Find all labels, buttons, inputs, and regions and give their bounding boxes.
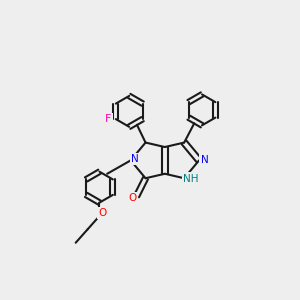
Text: O: O: [98, 208, 106, 218]
Text: O: O: [128, 193, 136, 203]
Text: NH: NH: [183, 174, 199, 184]
Text: F: F: [105, 114, 112, 124]
Text: N: N: [200, 155, 208, 165]
Text: N: N: [131, 154, 139, 164]
